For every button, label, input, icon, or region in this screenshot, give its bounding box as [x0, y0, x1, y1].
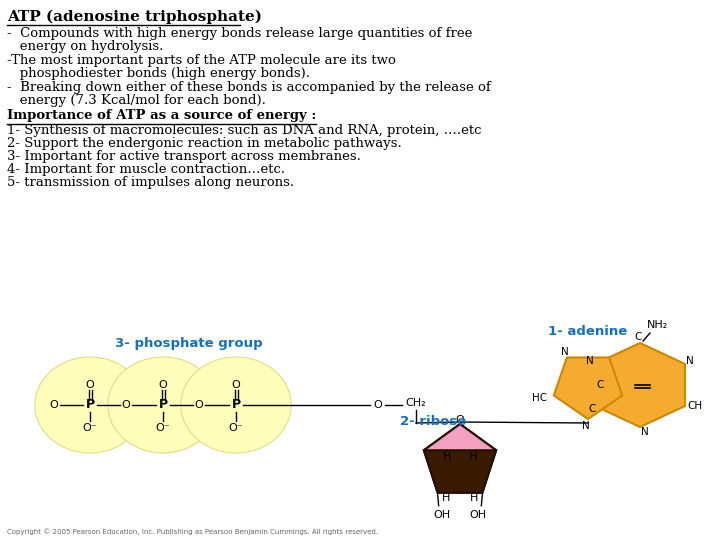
Text: C: C [596, 380, 603, 390]
Text: 1- Synthesis of macromolecules: such as DNA and RNA, protein, ….etc: 1- Synthesis of macromolecules: such as … [7, 124, 482, 137]
Polygon shape [424, 424, 496, 492]
Polygon shape [424, 450, 496, 492]
Polygon shape [424, 424, 496, 450]
Text: -The most important parts of the ATP molecule are its two: -The most important parts of the ATP mol… [7, 54, 396, 67]
Text: OH: OH [433, 510, 450, 519]
Text: energy (7.3 Kcal/mol for each bond).: energy (7.3 Kcal/mol for each bond). [7, 94, 266, 107]
Text: N: N [561, 348, 569, 357]
Text: P: P [86, 399, 94, 411]
Text: O: O [86, 380, 94, 390]
Text: N: N [582, 421, 590, 431]
Text: 2- Support the endergonic reaction in metabolic pathways.: 2- Support the endergonic reaction in me… [7, 137, 402, 150]
Text: -  Breaking down either of these bonds is accompanied by the release of: - Breaking down either of these bonds is… [7, 81, 491, 94]
Text: -  Compounds with high energy bonds release large quantities of free: - Compounds with high energy bonds relea… [7, 27, 472, 40]
Text: phosphodiester bonds (high energy bonds).: phosphodiester bonds (high energy bonds)… [7, 67, 310, 80]
Text: OH: OH [469, 510, 487, 519]
Text: HC: HC [532, 393, 547, 402]
Text: CH₂: CH₂ [405, 398, 426, 408]
Text: 3- phosphate group: 3- phosphate group [115, 337, 263, 350]
Text: 2- ribose: 2- ribose [400, 415, 467, 428]
Text: O: O [374, 400, 382, 410]
Text: O: O [232, 380, 240, 390]
Text: O: O [158, 380, 167, 390]
Text: Copyright © 2005 Pearson Education, Inc. Publishing as Pearson Benjamin Cummings: Copyright © 2005 Pearson Education, Inc.… [7, 528, 378, 535]
Text: O: O [122, 400, 130, 410]
Text: O: O [50, 400, 58, 410]
Text: energy on hydrolysis.: energy on hydrolysis. [7, 40, 163, 53]
Text: 3- Important for active transport across membranes.: 3- Important for active transport across… [7, 150, 361, 163]
Text: C: C [634, 332, 642, 342]
Text: Importance of ATP as a source of energy :: Importance of ATP as a source of energy … [7, 109, 316, 122]
Text: 1- adenine: 1- adenine [548, 325, 627, 338]
Polygon shape [595, 343, 685, 427]
Polygon shape [554, 357, 622, 419]
Text: P: P [158, 399, 168, 411]
Text: P: P [231, 399, 240, 411]
Ellipse shape [35, 357, 145, 453]
Text: 4- Important for muscle contraction…etc.: 4- Important for muscle contraction…etc. [7, 163, 285, 176]
Text: N: N [641, 427, 649, 437]
Text: O⁻: O⁻ [229, 423, 243, 433]
Text: ATP (adenosine triphosphate): ATP (adenosine triphosphate) [7, 10, 262, 24]
Text: H: H [469, 452, 477, 462]
Text: O⁻: O⁻ [83, 423, 97, 433]
Text: O: O [194, 400, 203, 410]
Text: NH₂: NH₂ [647, 320, 669, 330]
Text: N: N [586, 356, 594, 366]
Text: O: O [456, 415, 464, 425]
Text: H: H [441, 492, 450, 503]
Ellipse shape [108, 357, 218, 453]
Text: H: H [443, 452, 451, 462]
Text: N: N [686, 356, 694, 366]
Text: CH: CH [688, 401, 703, 411]
Ellipse shape [181, 357, 291, 453]
Text: O⁻: O⁻ [156, 423, 171, 433]
Text: C: C [588, 404, 595, 414]
Text: H: H [470, 492, 479, 503]
Text: 5- transmission of impulses along neurons.: 5- transmission of impulses along neuron… [7, 176, 294, 189]
